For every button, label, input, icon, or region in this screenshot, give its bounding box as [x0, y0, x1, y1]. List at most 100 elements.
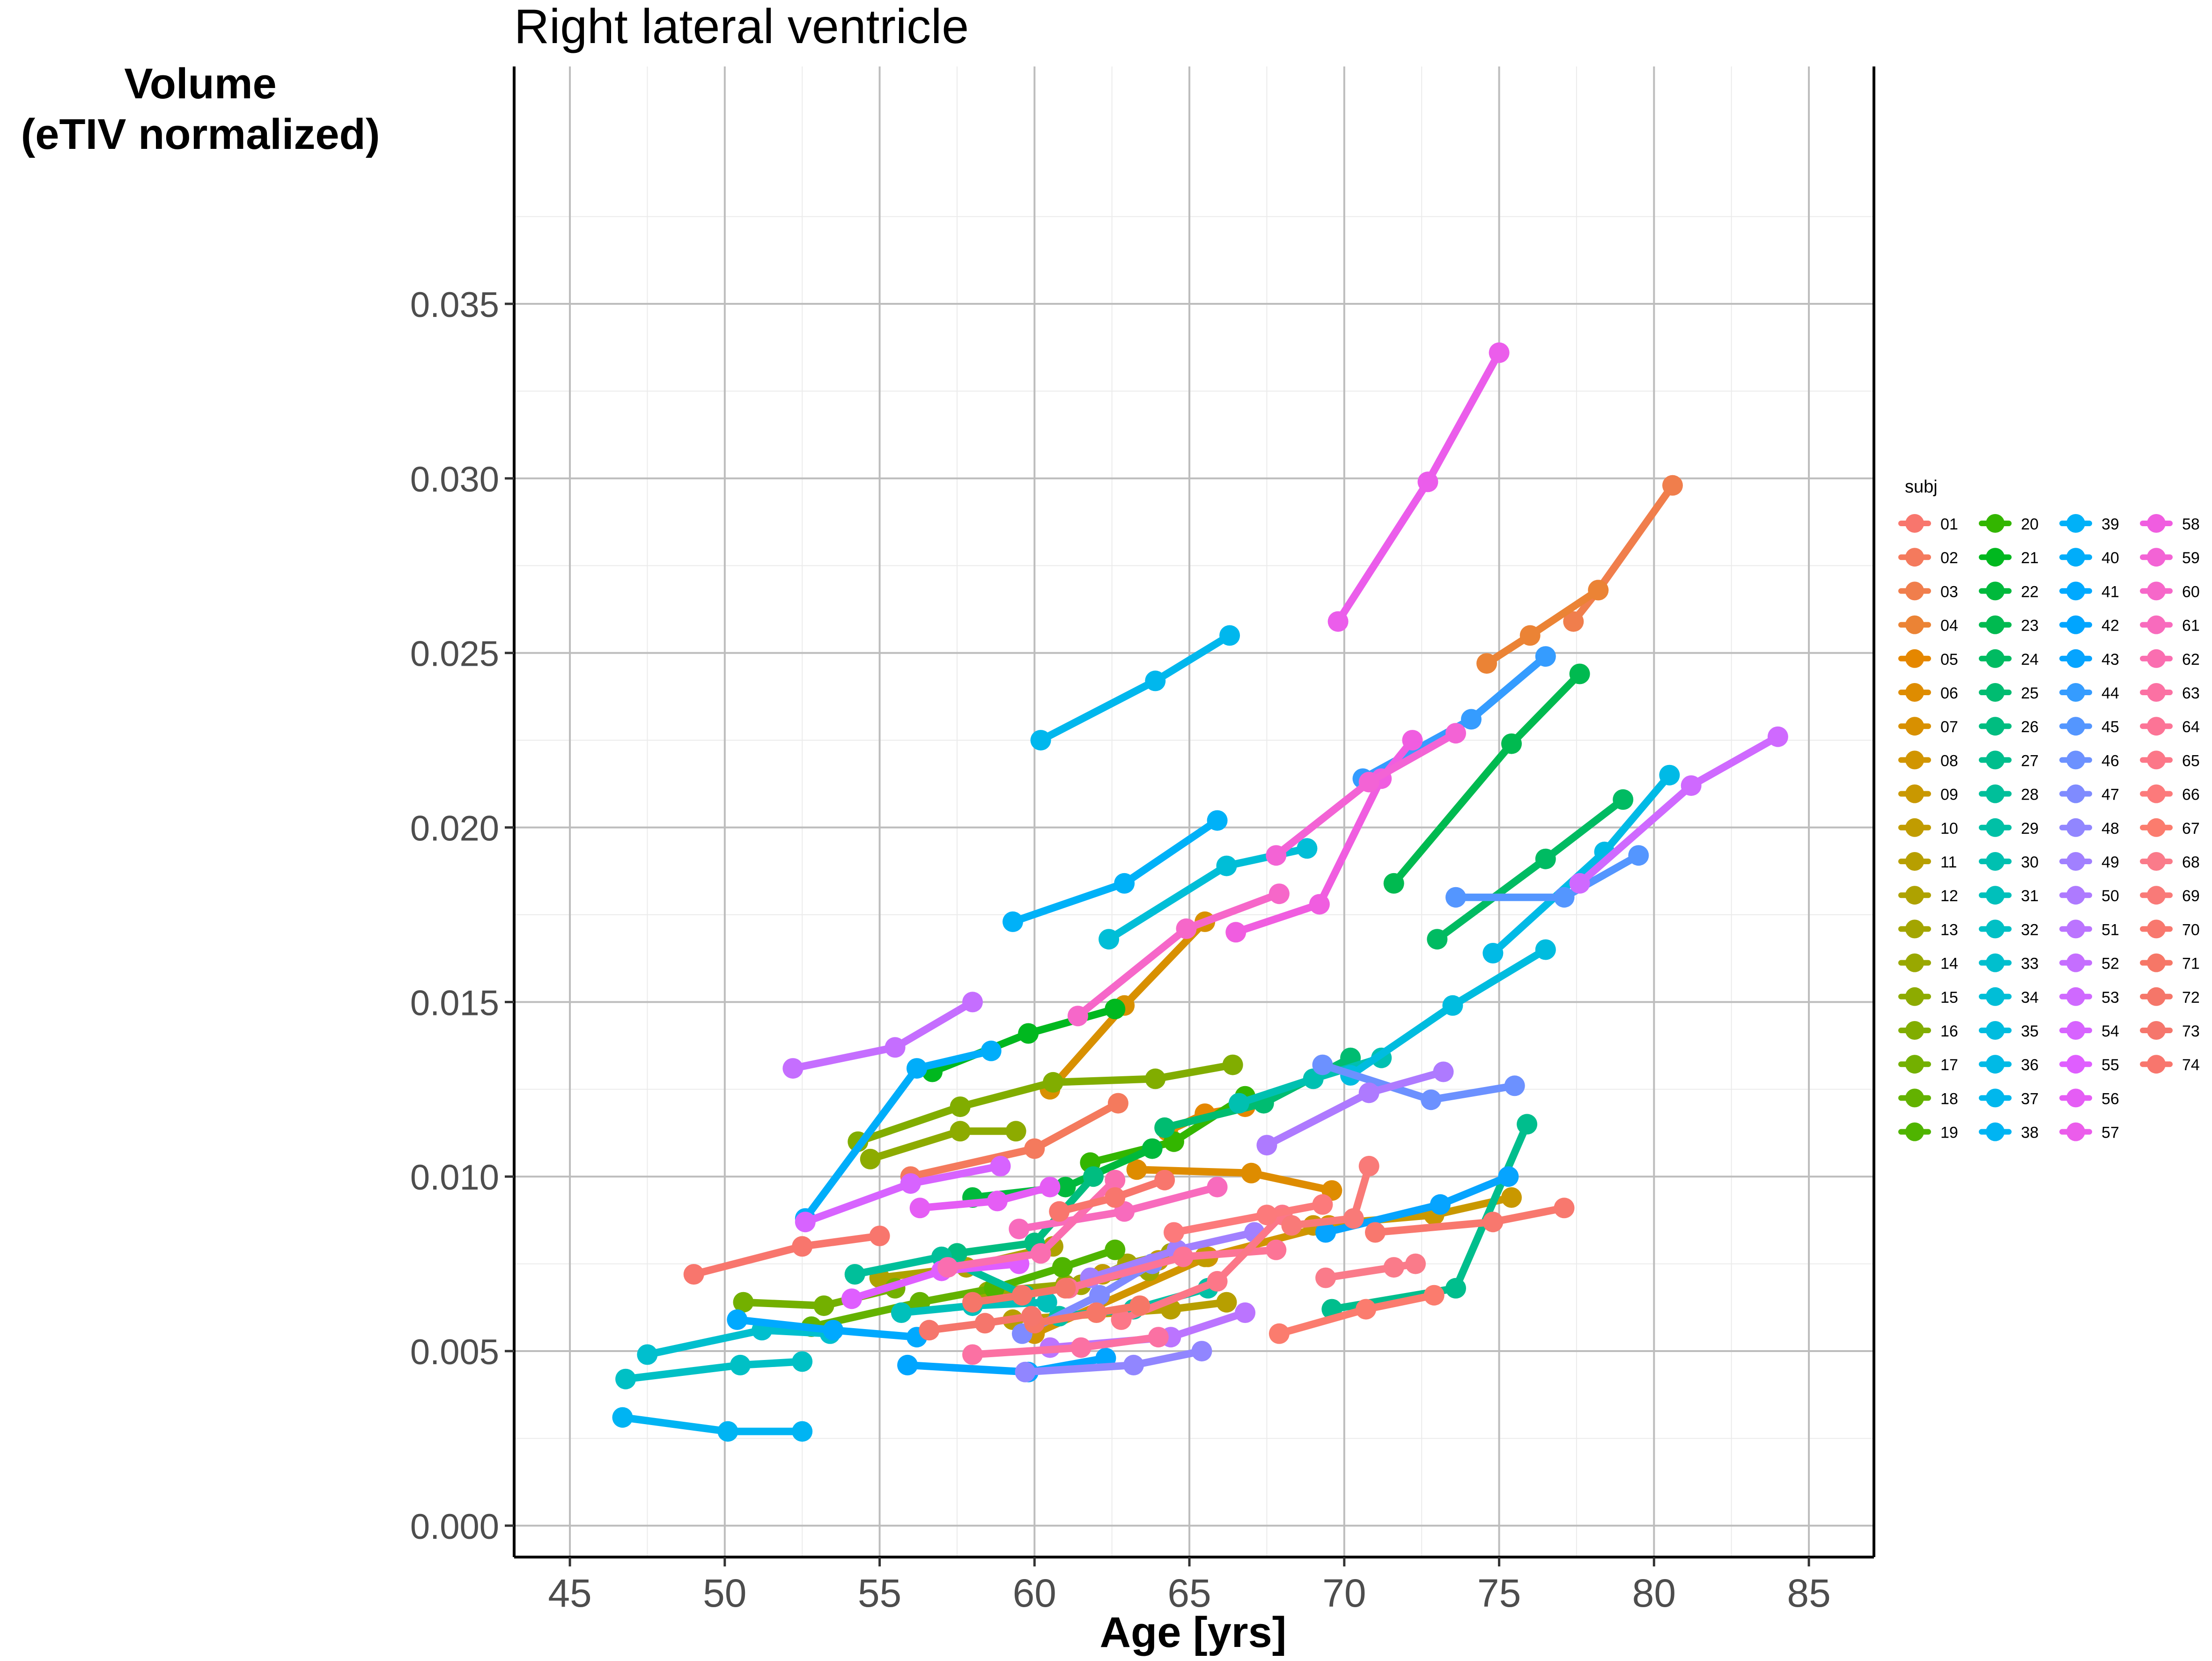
data-point	[615, 1368, 636, 1389]
data-point	[1083, 1166, 1104, 1187]
x-tick-label: 85	[1787, 1571, 1830, 1615]
legend-key-point	[2147, 919, 2166, 939]
legend-item: 21	[1979, 548, 2039, 567]
legend-label: 68	[2182, 853, 2200, 871]
data-point	[1535, 848, 1556, 869]
data-point	[1105, 1169, 1126, 1191]
legend-label: 06	[1940, 684, 1958, 702]
legend-key-point	[1905, 514, 1924, 533]
legend-key-point	[1986, 548, 2005, 567]
series-69	[1281, 1155, 1379, 1236]
legend-item: 10	[1898, 818, 1958, 838]
legend-item: 37	[1979, 1088, 2039, 1108]
data-point	[1365, 1222, 1386, 1243]
data-point	[730, 1354, 751, 1375]
series-70	[1365, 1198, 1575, 1243]
data-point	[782, 1058, 804, 1079]
legend-label: 24	[2021, 651, 2039, 669]
legend-key-point	[2066, 987, 2085, 1006]
legend-item: 72	[2140, 987, 2200, 1007]
legend-key-point	[1986, 615, 2005, 634]
legend-key-point	[1905, 649, 1924, 668]
x-tick-label: 60	[1013, 1571, 1056, 1615]
legend-key-point	[2147, 649, 2166, 668]
legend-label: 55	[2101, 1056, 2119, 1074]
legend-label: 28	[2021, 786, 2039, 804]
legend-item: 13	[1898, 919, 1958, 939]
data-point	[1216, 1292, 1237, 1313]
y-tick-label: 0.000	[410, 1507, 499, 1547]
data-point	[981, 1040, 1002, 1061]
legend-label: 71	[2182, 955, 2200, 973]
data-point	[1154, 1117, 1175, 1138]
series-59	[1266, 723, 1466, 866]
legend-label: 60	[2182, 583, 2200, 601]
data-point	[1343, 1208, 1364, 1229]
legend-label: 26	[2021, 718, 2039, 736]
data-point	[1405, 1253, 1426, 1274]
data-point	[1015, 1361, 1036, 1382]
legend-key-point	[1905, 683, 1924, 702]
data-point	[1563, 611, 1584, 632]
series-68	[1315, 1253, 1426, 1288]
data-point	[1216, 855, 1237, 876]
legend-key-point	[1905, 548, 1924, 567]
legend-label: 74	[2182, 1056, 2200, 1074]
data-point	[1154, 1169, 1175, 1191]
series-66	[1164, 1194, 1333, 1243]
ticks-layer: 45 50 55 60 65 70 75 80 85 0.000 0.005 0.010 0.015 0.…	[410, 285, 1831, 1615]
data-point	[612, 1407, 633, 1428]
data-point	[1358, 1155, 1379, 1176]
legend-key-point	[1905, 750, 1924, 770]
data-point	[1011, 1285, 1032, 1306]
x-axis-label: Age [yrs]	[1100, 1609, 1287, 1656]
data-point	[1266, 1239, 1287, 1260]
data-point	[1009, 1219, 1030, 1240]
data-point	[1105, 1239, 1126, 1260]
legend-label: 38	[2021, 1124, 2039, 1142]
legend-item: 51	[2059, 919, 2119, 939]
data-point	[909, 1198, 930, 1219]
series-63	[962, 1327, 1169, 1365]
legend-key-point	[1986, 1055, 2005, 1074]
data-point	[1476, 653, 1497, 674]
legend-item: 71	[2140, 953, 2200, 973]
legend-label: 12	[1940, 887, 1958, 905]
data-point	[1030, 730, 1051, 751]
data-point	[1021, 1306, 1042, 1327]
legend-key-point	[1986, 1122, 2005, 1141]
data-point	[1315, 1267, 1336, 1288]
legend-item: 09	[1898, 784, 1958, 804]
data-point	[1417, 471, 1438, 492]
data-point	[1315, 1222, 1336, 1243]
data-point	[1628, 845, 1649, 866]
data-point	[1312, 1054, 1333, 1075]
legend-item: 04	[1898, 615, 1958, 635]
legend-key-point	[2147, 514, 2166, 533]
legend-item: 46	[2059, 750, 2119, 770]
legend-key-point	[1986, 683, 2005, 702]
y-axis-label-line2: (eTIV normalized)	[21, 110, 380, 158]
x-tick-label: 80	[1632, 1571, 1676, 1615]
data-point	[900, 1173, 921, 1194]
legend-label: 13	[1940, 921, 1958, 939]
legend-item: 29	[1979, 818, 2039, 838]
data-point	[1402, 730, 1423, 751]
legend-item: 55	[2059, 1055, 2119, 1074]
data-point	[937, 1257, 959, 1278]
data-point	[860, 1148, 881, 1169]
legend-label: 43	[2101, 651, 2119, 669]
legend-label: 59	[2182, 549, 2200, 567]
series-73	[919, 1306, 1042, 1341]
legend-key-point	[2147, 750, 2166, 770]
x-tick-label: 65	[1167, 1571, 1211, 1615]
legend-label: 35	[2021, 1022, 2039, 1040]
series-54	[795, 1155, 1011, 1233]
legend-item: 60	[2140, 581, 2200, 601]
x-tick-label: 50	[703, 1571, 746, 1615]
series-01	[683, 1226, 890, 1285]
y-tick-label: 0.005	[410, 1332, 499, 1372]
legend-label: 15	[1940, 989, 1958, 1007]
